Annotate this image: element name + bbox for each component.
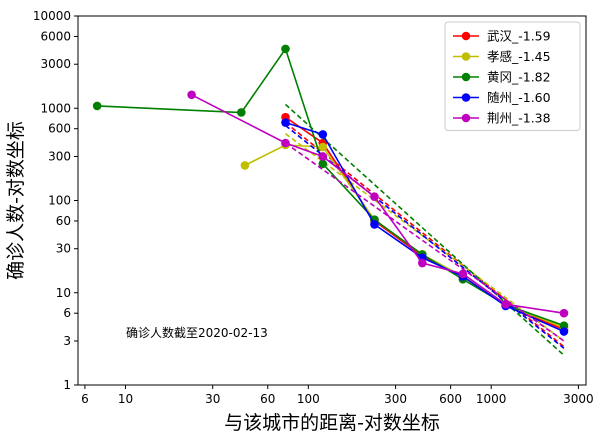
y-tick-label: 6000 xyxy=(40,29,71,43)
x-tick-label: 600 xyxy=(439,392,462,406)
y-tick-label: 60 xyxy=(56,214,71,228)
y-tick-label: 10 xyxy=(56,286,71,300)
y-tick-label: 1 xyxy=(63,378,71,392)
data-point xyxy=(370,220,379,229)
series-fit-line xyxy=(285,126,563,349)
y-tick-label: 3 xyxy=(63,334,71,348)
legend-label: 孝感_-1.45 xyxy=(487,49,551,64)
x-tick-label: 6 xyxy=(81,392,89,406)
y-tick-label: 30 xyxy=(56,242,71,256)
x-tick-label: 3000 xyxy=(563,392,594,406)
legend-marker xyxy=(462,114,471,123)
data-point xyxy=(281,118,290,127)
data-point xyxy=(560,327,569,336)
legend-marker xyxy=(462,52,471,61)
y-tick-label: 1000 xyxy=(40,101,71,115)
x-tick-label: 100 xyxy=(297,392,320,406)
legend-marker xyxy=(462,93,471,102)
legend-label: 荆州_-1.38 xyxy=(487,111,551,126)
y-tick-label: 10000 xyxy=(33,9,71,23)
legend-marker xyxy=(462,32,471,41)
y-tick-label: 6 xyxy=(63,306,71,320)
legend-marker xyxy=(462,73,471,82)
y-tick-label: 600 xyxy=(48,122,71,136)
data-point xyxy=(319,143,328,152)
data-point xyxy=(237,108,246,117)
x-tick-label: 1000 xyxy=(476,392,507,406)
data-point xyxy=(241,161,250,170)
series-fit-line xyxy=(285,143,563,341)
x-tick-label: 300 xyxy=(384,392,407,406)
data-point xyxy=(319,152,328,161)
data-point xyxy=(459,270,468,279)
data-point xyxy=(560,309,569,318)
legend-label: 武汉_-1.59 xyxy=(487,29,551,44)
series-line xyxy=(286,117,565,329)
data-point xyxy=(370,192,379,201)
y-tick-label: 3000 xyxy=(40,57,71,71)
series-line xyxy=(245,145,564,328)
x-tick-label: 60 xyxy=(260,392,275,406)
x-tick-label: 30 xyxy=(205,392,220,406)
data-point xyxy=(501,300,510,309)
annotation-text: 确诊人数截至2020-02-13 xyxy=(126,325,268,340)
data-point xyxy=(319,130,328,139)
y-axis-title: 确诊人数-对数坐标 xyxy=(5,121,27,280)
data-point xyxy=(187,90,196,99)
data-point xyxy=(93,102,102,111)
y-tick-label: 300 xyxy=(48,149,71,163)
legend-label: 黄冈_-1.82 xyxy=(487,70,551,85)
legend-label: 随州_-1.60 xyxy=(487,90,551,105)
x-axis-title: 与该城市的距离-对数坐标 xyxy=(224,412,440,434)
data-point xyxy=(281,45,290,54)
data-point xyxy=(418,259,427,268)
x-tick-label: 10 xyxy=(118,392,133,406)
y-tick-label: 100 xyxy=(48,194,71,208)
data-point xyxy=(281,139,290,148)
